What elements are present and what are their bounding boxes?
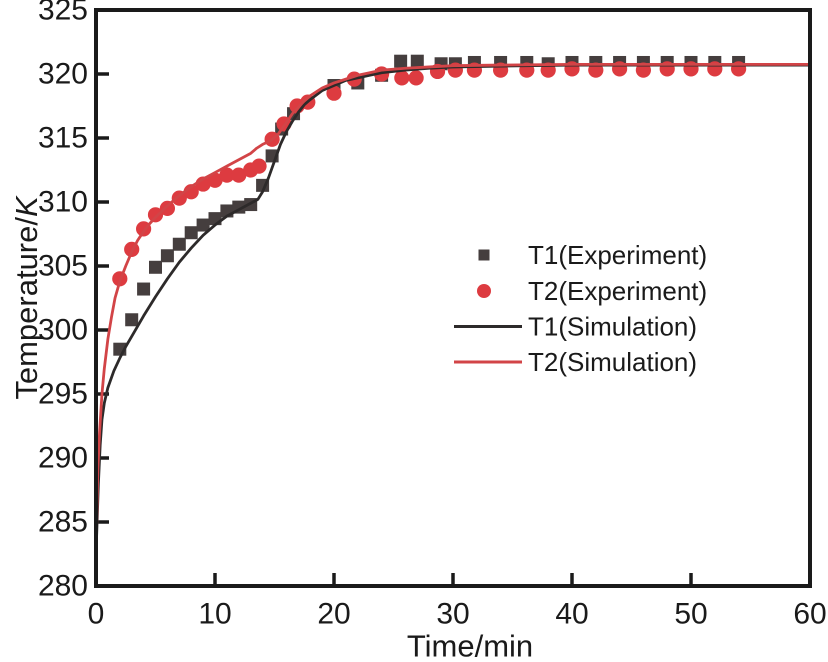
legend-label: T2(Simulation) <box>528 347 697 377</box>
y-tick-label: 325 <box>38 0 88 27</box>
simulation-line <box>94 63 812 556</box>
x-tick-label: 10 <box>198 598 231 631</box>
x-tick-label: 30 <box>436 598 469 631</box>
plot-border <box>94 8 812 588</box>
x-tick-label: 40 <box>555 598 588 631</box>
y-tick-label: 285 <box>38 506 88 539</box>
x-axis-title: Time/min <box>407 629 533 662</box>
circle-marker <box>231 167 247 183</box>
square-marker <box>410 54 424 68</box>
square-marker <box>149 260 162 274</box>
y-tick-label: 310 <box>38 186 88 219</box>
square-marker <box>184 226 198 240</box>
y-tick-label: 300 <box>38 314 88 347</box>
square-marker <box>196 218 210 232</box>
circle-marker <box>207 172 223 188</box>
t1-simulation-series <box>94 63 812 556</box>
square-marker <box>394 54 408 68</box>
legend-label: T1(Simulation) <box>528 312 697 342</box>
simulation-line <box>94 63 812 556</box>
y-tick-label: 315 <box>38 122 88 155</box>
square-marker <box>137 282 151 296</box>
circle-marker <box>394 70 410 86</box>
x-tick-label: 50 <box>674 598 707 631</box>
legend-item-t2-experiment: T2(Experiment) <box>477 276 707 306</box>
y-axis-title-text: Temperature/K <box>9 195 44 400</box>
legend-circle-marker <box>477 284 491 298</box>
circle-marker <box>326 85 342 101</box>
chart-legend: T1(Experiment) T2(Experiment) T1(Simulatio… <box>454 240 707 377</box>
t2-simulation-series <box>94 63 812 556</box>
circle-marker <box>219 167 235 183</box>
legend-label: T1(Experiment) <box>528 240 707 270</box>
y-tick-label: 305 <box>38 250 88 283</box>
legend-item-t1-simulation: T1(Simulation) <box>454 312 697 342</box>
x-tick-label: 0 <box>88 598 105 631</box>
y-axis-title: Temperature/K <box>9 195 44 400</box>
y-tick-label: 320 <box>38 58 88 91</box>
circle-marker <box>408 70 424 86</box>
plot-area: 280 285 290 295 300 305 310 315 320 325 0 10 20 30 40 5… <box>38 0 827 631</box>
circle-marker <box>147 207 164 223</box>
y-tick-label: 280 <box>38 570 88 603</box>
circle-marker <box>159 200 175 216</box>
x-tick-label: 60 <box>793 598 826 631</box>
legend-item-t2-simulation: T2(Simulation) <box>454 347 697 377</box>
square-marker <box>172 237 186 251</box>
square-marker <box>160 249 174 263</box>
y-tick-label: 295 <box>38 378 88 411</box>
legend-label: T2(Experiment) <box>528 276 707 306</box>
legend-item-t1-experiment: T1(Experiment) <box>478 240 707 270</box>
circle-marker <box>251 158 267 174</box>
square-marker <box>125 313 139 327</box>
x-tick-label: 20 <box>317 598 350 631</box>
y-tick-label: 290 <box>38 442 88 475</box>
legend-square-marker <box>478 249 490 261</box>
